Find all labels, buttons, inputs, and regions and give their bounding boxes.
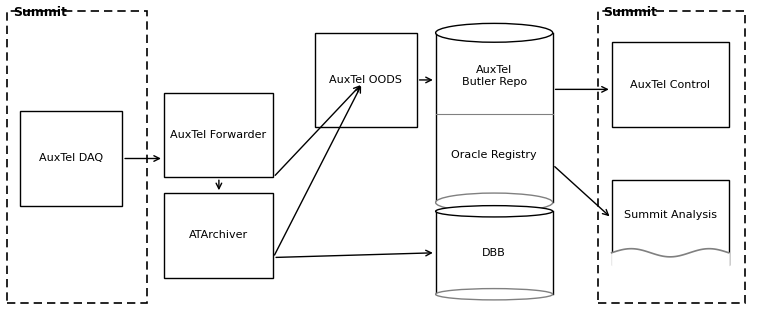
Text: DBB: DBB [482, 248, 506, 258]
Bar [8, 11, 147, 303]
Ellipse shape [436, 206, 553, 217]
Text: Summit: Summit [603, 6, 657, 19]
Bar [315, 33, 417, 127]
Text: AuxTel Control: AuxTel Control [630, 80, 710, 90]
Bar [436, 33, 553, 203]
Text: AuxTel
Butler Repo: AuxTel Butler Repo [462, 65, 527, 87]
Text: Summit: Summit [13, 6, 67, 19]
Text: AuxTel DAQ: AuxTel DAQ [39, 153, 103, 164]
Ellipse shape [436, 288, 553, 300]
Bar [436, 211, 553, 294]
Text: AuxTel OODS: AuxTel OODS [329, 75, 402, 85]
Bar [20, 111, 122, 206]
Text: Oracle Registry: Oracle Registry [451, 150, 537, 160]
Bar [612, 42, 728, 127]
Text: AuxTel Forwarder: AuxTel Forwarder [171, 130, 267, 140]
Bar [598, 11, 745, 303]
Ellipse shape [436, 193, 553, 212]
Ellipse shape [436, 23, 553, 42]
Bar [612, 180, 728, 265]
Bar [164, 193, 274, 278]
Text: ATArchiver: ATArchiver [189, 230, 248, 241]
Bar [164, 93, 274, 177]
Text: Summit Analysis: Summit Analysis [624, 210, 716, 220]
